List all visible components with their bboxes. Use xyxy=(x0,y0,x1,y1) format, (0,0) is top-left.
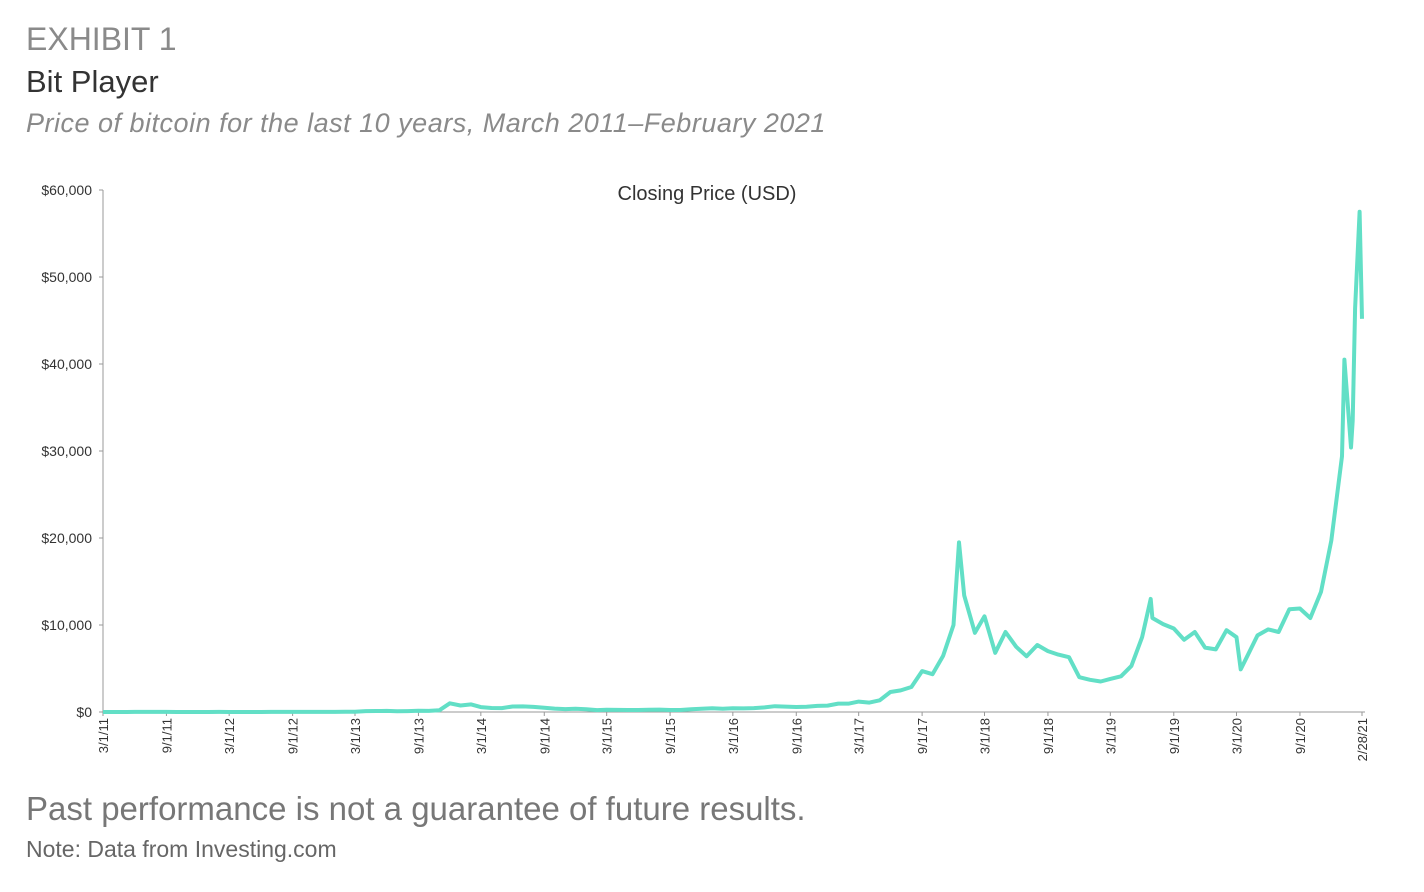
x-tick-label: 9/1/17 xyxy=(915,718,930,754)
note: Note: Data from Investing.com xyxy=(26,836,337,862)
x-tick-label: 9/1/19 xyxy=(1167,718,1182,754)
x-tick-label: 3/1/16 xyxy=(726,718,741,754)
y-tick-label: $40,000 xyxy=(41,356,92,372)
x-tick-label: 3/1/15 xyxy=(600,718,615,754)
exhibit-label: EXHIBIT 1 xyxy=(26,21,177,57)
x-tick-label: 9/1/18 xyxy=(1041,718,1056,754)
y-tick-label: $0 xyxy=(76,704,92,720)
disclaimer: Past performance is not a guarantee of f… xyxy=(26,790,806,827)
y-tick-label: $60,000 xyxy=(41,182,92,198)
x-tick-label: 3/1/20 xyxy=(1230,718,1245,754)
y-tick-label: $20,000 xyxy=(41,530,92,546)
chart-subtitle: Price of bitcoin for the last 10 years, … xyxy=(26,108,826,138)
x-tick-label: 3/1/17 xyxy=(852,718,867,754)
x-tick-label: 9/1/13 xyxy=(411,718,426,754)
x-tick-label: 9/1/14 xyxy=(537,718,552,754)
x-tick-label: 9/1/11 xyxy=(159,718,174,753)
x-tick-label: 3/1/19 xyxy=(1103,718,1118,754)
chart-title: Bit Player xyxy=(26,64,159,99)
x-tick-label: 9/1/16 xyxy=(789,718,804,754)
price-line xyxy=(103,209,1364,714)
x-tick-label: 3/1/12 xyxy=(222,718,237,754)
x-tick-label: 3/1/18 xyxy=(978,718,993,754)
y-tick-label: $30,000 xyxy=(41,443,92,459)
y-tick-label: $10,000 xyxy=(41,617,92,633)
x-tick-label: 9/1/20 xyxy=(1293,718,1308,754)
x-tick-label: 9/1/12 xyxy=(286,718,301,754)
x-tick-label: 2/28/21 xyxy=(1355,718,1370,761)
x-tick-label: 9/1/15 xyxy=(663,718,678,754)
x-tick-label: 3/1/13 xyxy=(348,718,363,754)
y-tick-label: $50,000 xyxy=(41,269,92,285)
x-tick-label: 3/1/11 xyxy=(96,718,111,753)
x-tick-label: 3/1/14 xyxy=(474,718,489,754)
series-label: Closing Price (USD) xyxy=(618,183,797,205)
